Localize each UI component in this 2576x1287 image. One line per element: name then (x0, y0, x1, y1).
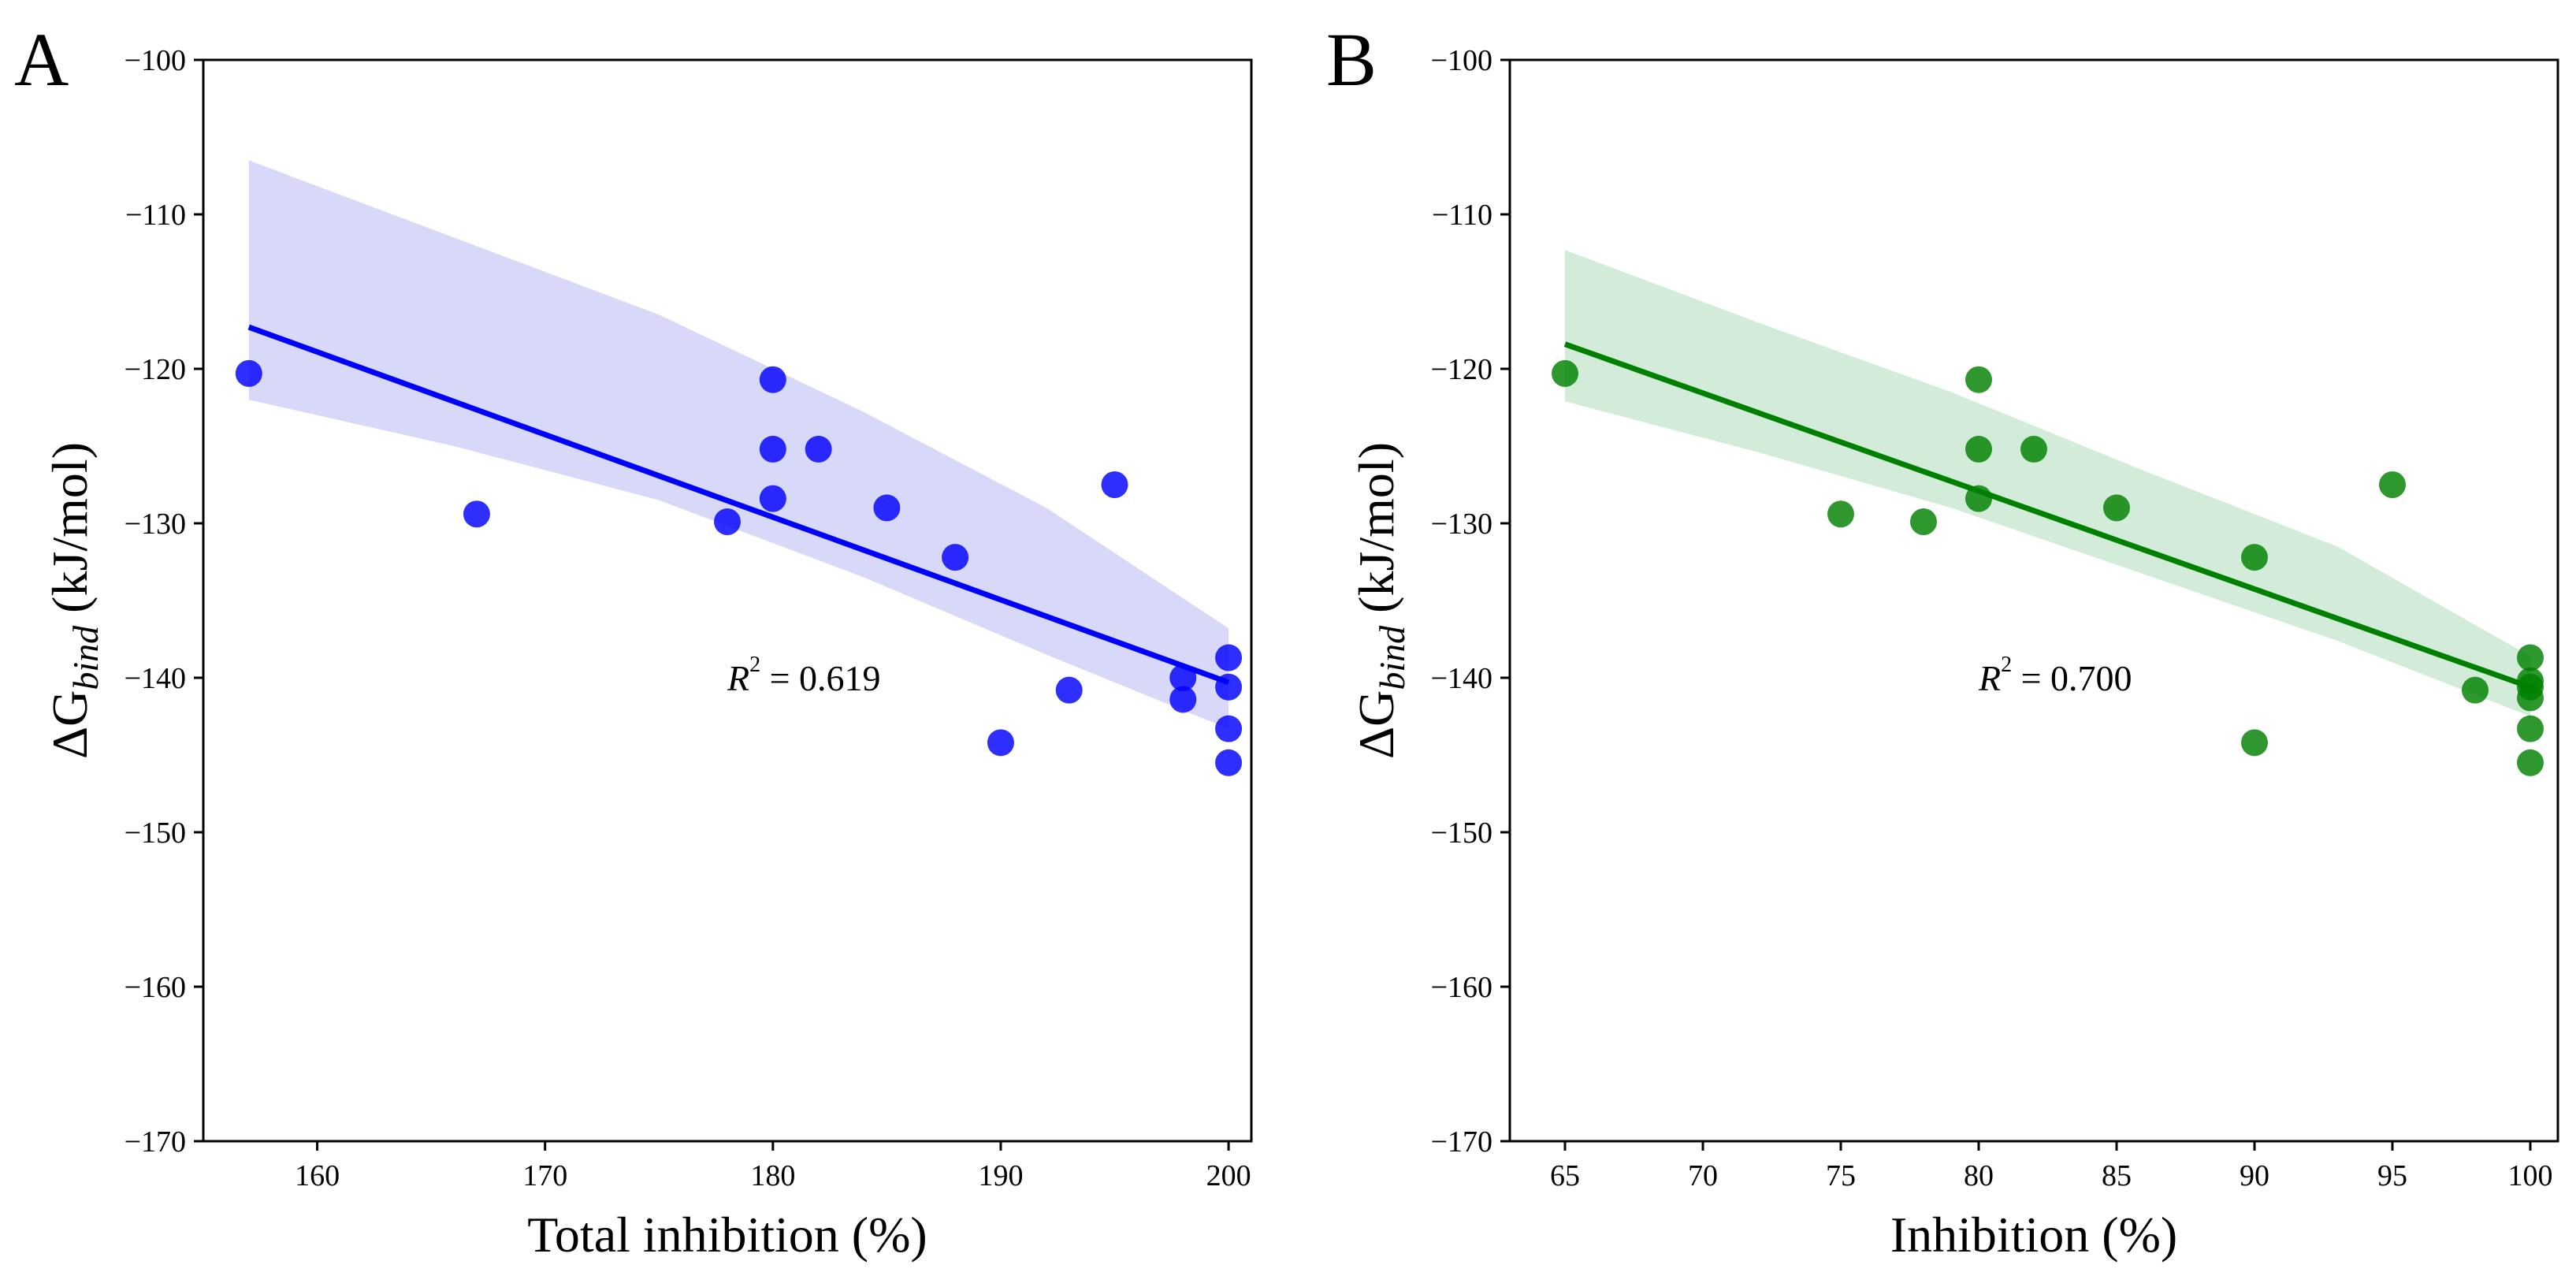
x-tick-label: 90 (2240, 1159, 2269, 1192)
data-point (1055, 676, 1083, 704)
plot-frame-b (1508, 58, 2559, 1143)
y-axis-subscript: bind (1372, 625, 1412, 690)
y-tick-label: −170 (125, 1125, 186, 1159)
data-point (1965, 435, 1992, 463)
x-tick-label: 75 (1826, 1159, 1856, 1192)
confidence-band (248, 160, 1229, 729)
panel-letter-a: A (14, 17, 69, 102)
data-point (1169, 664, 1197, 691)
panel-letter-b: B (1326, 17, 1377, 102)
y-axis-unit: (kJ/mol) (42, 442, 98, 626)
panel-b: B 65 70 75 80 85 90 95 100 −100 −110 −120 −130 −140 −… (1326, 17, 2559, 1263)
y-tick-label: −130 (125, 508, 186, 541)
data-point (1215, 644, 1243, 671)
x-tick-label: 100 (2508, 1159, 2553, 1192)
data-point (2517, 684, 2544, 712)
data-point (987, 729, 1014, 757)
x-tick-label: 80 (1964, 1159, 1994, 1192)
data-point (2517, 715, 2544, 742)
y-tick-label: −110 (125, 199, 186, 232)
data-point (805, 435, 832, 463)
data-point (714, 508, 741, 536)
data-point (2379, 471, 2406, 498)
data-point (1215, 673, 1243, 701)
y-tick-label: −160 (1431, 971, 1492, 1004)
y-axis-title-b: ΔGbind (kJ/mol) (1348, 442, 1412, 759)
data-point (759, 435, 786, 463)
panel-a: A 160 170 180 190 200 −100 −110 −120 −130 −140 −15… (14, 17, 1253, 1263)
data-point (2462, 676, 2489, 704)
r-squared-symbol: R (1978, 658, 2001, 698)
r-squared-superscript: 2 (749, 653, 760, 677)
regression-line (1563, 341, 2532, 690)
data-point (2517, 749, 2544, 776)
data-point (1169, 686, 1197, 713)
data-point (2103, 494, 2130, 522)
data-point (2241, 544, 2268, 571)
x-tick-label: 65 (1550, 1159, 1580, 1192)
data-point (1965, 485, 1992, 512)
y-tick-label: −150 (1431, 816, 1492, 850)
data-point (759, 485, 786, 512)
y-axis-title-a: ΔGbind (kJ/mol) (42, 442, 106, 759)
y-axis-unit: (kJ/mol) (1348, 442, 1404, 626)
x-axis-title-b: Inhibition (%) (1890, 1207, 2177, 1263)
r-squared-annotation-a: R2 = 0.619 (727, 653, 881, 698)
r-squared-value: = 0.700 (2012, 658, 2132, 698)
x-tick-label: 160 (295, 1159, 340, 1192)
r-squared-superscript: 2 (2001, 653, 2012, 677)
data-point (1965, 366, 1992, 393)
y-tick-label: −100 (1431, 44, 1492, 77)
x-tick-label: 70 (1688, 1159, 1718, 1192)
data-point (1101, 471, 1128, 498)
data-point (759, 366, 786, 393)
y-axis-subscript: bind (65, 625, 106, 690)
y-tick-label: −110 (1432, 199, 1492, 232)
x-tick-label: 200 (1206, 1159, 1251, 1192)
y-axis-symbol: ΔG (42, 690, 98, 759)
data-point (2241, 729, 2268, 757)
x-tick-label: 170 (522, 1159, 567, 1192)
y-tick-label: −150 (125, 816, 186, 850)
data-point (1910, 508, 1937, 536)
data-point (2517, 644, 2544, 671)
data-point (942, 544, 969, 571)
y-tick-label: −140 (1431, 662, 1492, 695)
data-point (2020, 435, 2047, 463)
data-point (1215, 715, 1243, 742)
x-tick-label: 95 (2377, 1159, 2407, 1192)
y-tick-label: −130 (1431, 508, 1492, 541)
x-axis-title-a: Total inhibition (%) (527, 1207, 927, 1263)
data-point (873, 494, 901, 522)
x-tick-label: 190 (978, 1159, 1023, 1192)
r-squared-value: = 0.619 (760, 658, 880, 698)
y-tick-label: −120 (125, 353, 186, 386)
data-point (235, 359, 262, 387)
y-tick-label: −120 (1431, 353, 1492, 386)
data-point (1552, 359, 1578, 387)
plot-frame-a (202, 58, 1253, 1143)
y-tick-label: −170 (1431, 1125, 1492, 1159)
r-squared-annotation-b: R2 = 0.700 (1978, 653, 2132, 698)
x-tick-label: 85 (2102, 1159, 2132, 1192)
regression-line (247, 324, 1230, 686)
y-tick-label: −160 (125, 971, 186, 1004)
y-tick-label: −140 (125, 662, 186, 695)
data-point (463, 500, 490, 528)
data-point (1215, 749, 1243, 776)
y-axis-symbol: ΔG (1348, 690, 1404, 759)
data-point (1827, 500, 1854, 528)
y-tick-label: −100 (125, 44, 186, 77)
r-squared-symbol: R (727, 658, 749, 698)
x-tick-label: 180 (750, 1159, 795, 1192)
